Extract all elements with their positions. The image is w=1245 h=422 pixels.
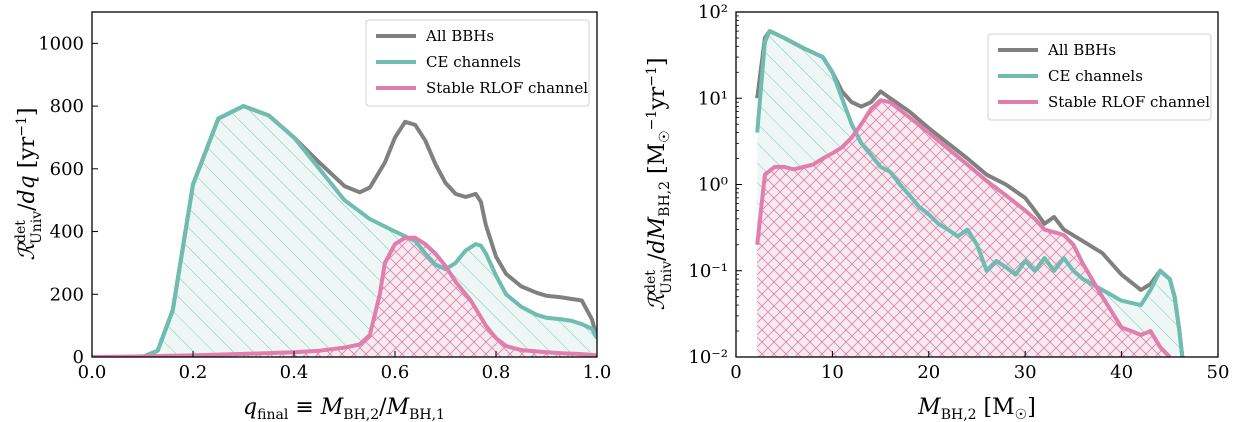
left-legend-label-all: All BBHs (425, 27, 494, 45)
right-ticks: 0 10 20 30 40 50 10⁻² 10⁻¹ 10⁰ 10¹ 10² (688, 2, 1229, 383)
left-legend-label-ce: CE channels (426, 53, 521, 71)
left-ticks: 0.0 0.2 0.4 0.6 0.8 1.0 0 200 400 600 800 1000 (38, 33, 611, 383)
left-series-ce (92, 104, 597, 357)
left-y-tick-label: 600 (50, 159, 84, 180)
left-y-tick-label: 0 (73, 347, 84, 368)
right-legend-label-ce: CE channels (1048, 67, 1143, 85)
right-y-tick-label: 10² (698, 2, 728, 23)
left-x-tick-label: 0.6 (381, 362, 410, 383)
right-x-tick-label: 50 (1207, 362, 1230, 383)
left-x-tick-label: 0.2 (179, 362, 208, 383)
right-x-axis-label: MBH,2 [M☉] (917, 395, 1036, 422)
right-x-tick-label: 40 (1110, 362, 1133, 383)
left-legend: All BBHs CE channels Stable RLOF channel (365, 19, 590, 107)
left-frame (91, 11, 598, 358)
right-y-tick-label: 10⁻¹ (688, 261, 728, 282)
left-x-tick-label: 0.8 (482, 362, 511, 383)
left-series-rlof (92, 235, 597, 357)
right-y-tick-label: 10⁰ (698, 175, 728, 196)
right-y-tick-label: 10¹ (698, 88, 728, 109)
left-rlof-hatch (92, 237, 597, 357)
right-series-rlof (755, 98, 1172, 357)
right-legend: All BBHs CE channels Stable RLOF channel (987, 33, 1212, 121)
right-x-tick-label: 10 (821, 362, 844, 383)
right-plot-area (755, 29, 1185, 357)
left-y-tick-label: 800 (50, 96, 84, 117)
right-y-tick-label: 10⁻² (688, 347, 728, 368)
chart-left: 0.0 0.2 0.4 0.6 0.8 1.0 0 200 400 600 800 1000 qfin… (13, 11, 611, 422)
right-legend-label-rlof: Stable RLOF channel (1048, 93, 1210, 111)
left-ce-hatch (92, 106, 597, 357)
right-x-tick-label: 0 (730, 362, 741, 383)
left-legend-box (365, 19, 590, 107)
right-legend-box (987, 33, 1212, 121)
left-x-axis-label: qfinal ≡ MBH,2/MBH,1 (243, 395, 445, 422)
right-rlof-hatch (757, 100, 1170, 357)
left-y-tick-label: 200 (50, 284, 84, 305)
right-y-axis-label: ℛdetUniv/dMBH,2 [M☉−1yr−1] (643, 57, 675, 310)
left-y-tick-label: 400 (50, 222, 84, 243)
left-plot-area (92, 104, 597, 357)
right-x-tick-label: 30 (1014, 362, 1037, 383)
right-x-tick-label: 20 (917, 362, 940, 383)
right-legend-label-all: All BBHs (1047, 41, 1116, 59)
left-x-tick-label: 1.0 (583, 362, 612, 383)
left-legend-label-rlof: Stable RLOF channel (426, 79, 588, 97)
right-series-ce (755, 29, 1185, 357)
left-x-tick-label: 0.0 (78, 362, 107, 383)
left-x-tick-label: 0.4 (280, 362, 309, 383)
left-y-tick-label: 1000 (38, 33, 84, 54)
left-y-axis-label: ℛdetUniv/dq [yr−1] (13, 108, 45, 261)
